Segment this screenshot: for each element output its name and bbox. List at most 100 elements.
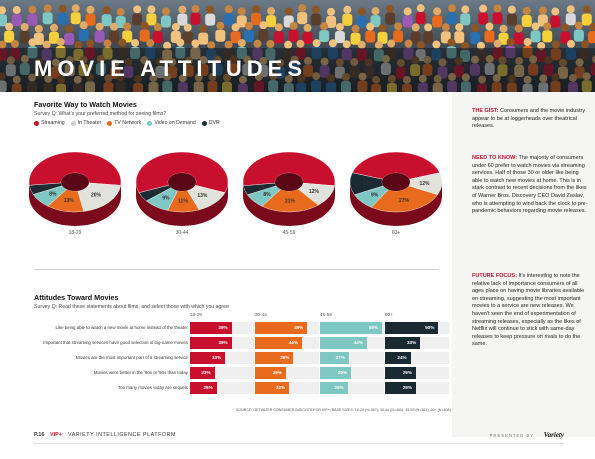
bar-cell: 39% — [190, 322, 254, 334]
presented-by: PRESENTED BY — [489, 433, 534, 438]
pie-45-59: 54% 12% 21% 8%5% 45-59 — [242, 138, 336, 236]
crowd-head — [374, 41, 383, 50]
crowd-body — [205, 13, 216, 26]
crowd-head — [493, 4, 502, 13]
bar: 25% — [190, 382, 217, 394]
bar-value-label: 29% — [337, 370, 347, 375]
future-lead: FUTURE FOCUS: — [472, 273, 517, 279]
bar-value-label: 29% — [272, 370, 282, 375]
crowd-head — [289, 21, 298, 30]
bar: 39% — [190, 337, 232, 349]
bar-cell: 36% — [255, 352, 319, 364]
crowd-head — [216, 21, 225, 30]
crowd-head — [432, 40, 441, 49]
pie-legend: Streaming In Theater TV Network Video on… — [34, 120, 439, 126]
legend-swatch-streaming — [34, 120, 39, 126]
crowd-head — [561, 23, 570, 32]
crowd-head — [311, 5, 320, 14]
pie-hole — [61, 173, 89, 191]
pie-label: 13% — [197, 193, 208, 199]
bar-cell: 58% — [320, 322, 384, 334]
legend-item-vod: Video on Demand — [147, 120, 196, 126]
crowd-head — [574, 21, 583, 30]
crowd-body — [78, 29, 89, 42]
crowd-head — [387, 39, 396, 48]
bar: 26% — [320, 382, 348, 394]
attitudes-chart: 18-29 30-44 45-59 60+ Like being able to wat… — [30, 312, 449, 402]
crowd-body — [581, 13, 592, 26]
crowd-head — [11, 39, 20, 48]
legend-label-tv-network: TV Network — [114, 120, 142, 126]
crowd-head — [327, 7, 336, 16]
pie-age-label: 60+ — [392, 230, 401, 236]
bar-cell: 39% — [190, 337, 254, 349]
pie-label: 53% — [66, 138, 83, 142]
crowd-body — [393, 30, 404, 43]
sidebar-gist: THE GIST: Consumers and the movie indust… — [472, 108, 590, 131]
crowd-body — [85, 13, 96, 26]
pie-hole — [168, 173, 196, 191]
crowd-body — [132, 13, 143, 26]
sidebar-panel — [452, 92, 595, 437]
crowd-head — [455, 23, 464, 32]
crowd-head — [274, 23, 283, 32]
pie-label: 13% — [64, 198, 75, 204]
pie-age-label: 18-29 — [69, 230, 82, 236]
bar-value-label: 27% — [335, 355, 345, 360]
crowd-head — [357, 7, 366, 16]
crowd-head — [252, 4, 261, 13]
section-divider — [34, 269, 439, 270]
crowd-body — [115, 15, 126, 28]
crowd-head — [447, 38, 456, 47]
bar-cell: 32% — [255, 382, 319, 394]
pie-label: 8% — [49, 192, 57, 198]
bar-value-label: 23% — [201, 370, 211, 375]
bar-chart-subtitle: Survey Q: Read these statements about fi… — [34, 304, 229, 310]
crowd-head — [103, 39, 112, 48]
pie-label: 9% — [162, 195, 170, 201]
crowd-head — [133, 5, 142, 14]
bar-value-label: 36% — [280, 355, 290, 360]
bar: 39% — [190, 322, 232, 334]
crowd-body — [27, 13, 38, 26]
crowd-body — [506, 13, 517, 26]
bar: 29% — [385, 367, 416, 379]
crowd-head — [522, 6, 531, 15]
crowd-body — [190, 12, 201, 25]
pie-label: 5% — [154, 189, 162, 195]
crowd-head — [476, 41, 485, 50]
crowd-head — [56, 38, 65, 47]
vip-brand: VIP+ — [50, 432, 62, 438]
bar-cell: 44% — [255, 337, 319, 349]
bar: 44% — [255, 337, 302, 349]
crowd-head — [538, 6, 547, 15]
crowd-head — [49, 23, 58, 32]
crowd-head — [43, 4, 52, 13]
crowd-head — [479, 4, 488, 13]
bar-cell: 33% — [385, 337, 449, 349]
crowd-body — [521, 14, 532, 27]
crowd-illustration — [0, 4, 595, 92]
pie-label: 40% — [387, 138, 404, 142]
crowd-head — [224, 5, 233, 14]
crowd-head — [65, 24, 74, 33]
pie-label: 12% — [419, 181, 430, 187]
pie-label: 11% — [178, 199, 188, 205]
crowd-body — [243, 30, 254, 43]
source-note: SOURCE: GETWIZER CONSUMER INSIGHTS FOR V… — [236, 408, 451, 412]
crowd-head — [267, 7, 276, 16]
column-header: 45-59 — [320, 312, 332, 317]
crowd-body — [288, 29, 299, 42]
bar-cell: 25% — [190, 382, 254, 394]
bar-cell: 29% — [385, 367, 449, 379]
bar-chart-title: Attitudes Toward Movies — [34, 293, 119, 302]
crowd-head — [259, 21, 268, 30]
crowd-head — [342, 40, 351, 49]
pie-label: 8% — [263, 192, 271, 198]
bar-cell: 27% — [320, 352, 384, 364]
crowd-head — [551, 7, 560, 16]
crowd-body — [198, 32, 209, 45]
crowd-head — [523, 38, 532, 47]
crowd-body — [565, 13, 576, 26]
statement-row: Too many movies today are sequels 25% 32% 2… — [30, 382, 449, 394]
